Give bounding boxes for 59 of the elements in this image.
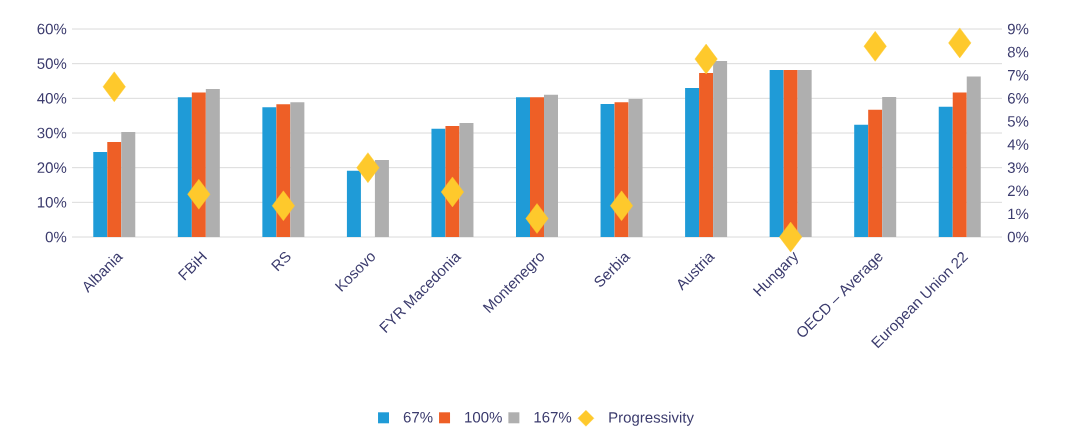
bar: [966, 76, 981, 237]
point: [356, 152, 380, 183]
y-tick-label: 50%: [37, 58, 67, 69]
y-tick-label: 10%: [37, 197, 67, 208]
y2-tick-label: 3%: [1007, 162, 1029, 173]
bar: [459, 122, 474, 237]
bar: [769, 69, 784, 237]
bar: [205, 88, 220, 237]
bar: [374, 160, 389, 237]
y2-tick-label: 2%: [1007, 185, 1029, 197]
y2-tick-label: 7%: [1007, 69, 1029, 81]
bar: [93, 152, 108, 237]
bar: [797, 69, 812, 237]
bar: [290, 102, 305, 237]
point: [102, 71, 126, 102]
legend-label: 167%: [534, 411, 572, 423]
bar: [516, 97, 530, 237]
y-tick-label: 60%: [37, 23, 67, 35]
bar: [431, 128, 446, 237]
bar: [262, 107, 277, 237]
y2-tick-label: 6%: [1007, 93, 1029, 104]
bar: [685, 87, 700, 237]
bar: [952, 92, 967, 237]
bar: [713, 60, 728, 237]
bar: [938, 106, 953, 237]
bar: [544, 94, 558, 237]
point: [441, 176, 464, 208]
bar: [868, 109, 883, 237]
point: [863, 31, 887, 62]
point: [610, 190, 633, 221]
y-tick-label: 0%: [45, 231, 67, 243]
legend-label: 100%: [465, 411, 502, 423]
bar: [177, 97, 192, 237]
y2-tick-label: 0%: [1007, 231, 1029, 243]
bar: [882, 96, 897, 237]
y2-tick-label: 9%: [1007, 23, 1029, 35]
y-tick-label: 30%: [37, 127, 67, 139]
y-tick-label: 20%: [37, 162, 67, 173]
bar: [628, 99, 643, 237]
bar: [346, 170, 361, 237]
point: [187, 179, 211, 210]
legend-label: Progressivity: [609, 411, 694, 426]
legend-label: 67%: [403, 411, 433, 423]
y2-tick-label: 5%: [1007, 116, 1029, 127]
bar: [854, 124, 869, 237]
y-tick-label: 40%: [37, 93, 67, 104]
point: [779, 221, 803, 253]
bar: [699, 73, 714, 237]
bar: [107, 142, 122, 237]
y2-tick-label: 4%: [1007, 139, 1029, 150]
x-tick-label: RS: [271, 251, 291, 272]
y2-tick-label: 1%: [1008, 208, 1029, 220]
point: [271, 190, 295, 221]
point: [525, 203, 549, 234]
point: [694, 43, 718, 75]
bar: [600, 103, 615, 237]
bar: [121, 131, 136, 237]
y2-tick-label: 8%: [1007, 46, 1029, 58]
point: [948, 27, 972, 59]
